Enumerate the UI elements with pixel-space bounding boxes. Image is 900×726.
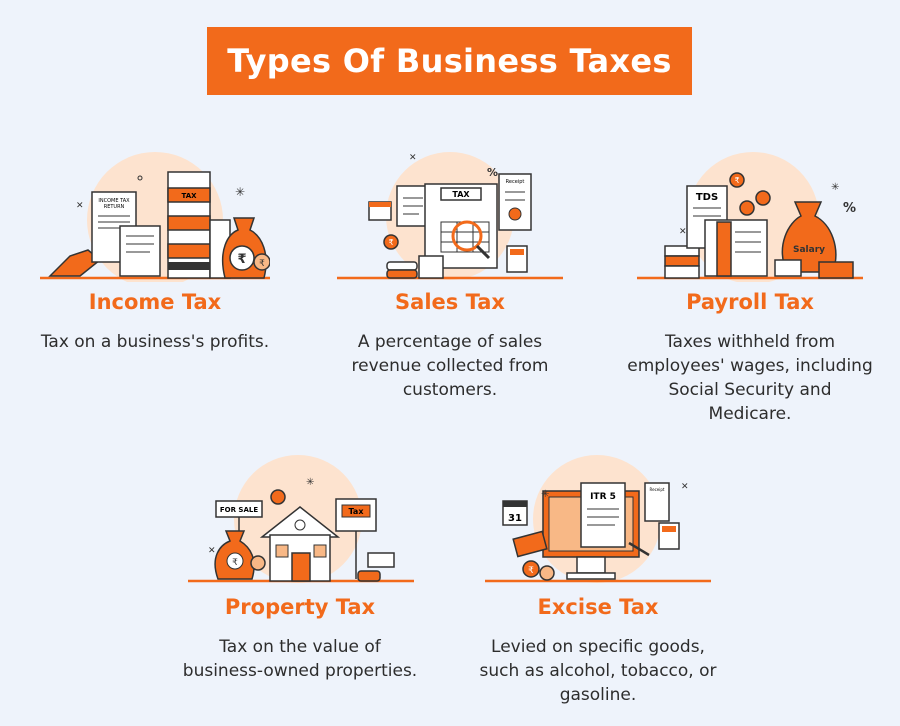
card-title: Income Tax bbox=[88, 290, 222, 314]
excise-tax-illustration: 31 ITR 5 Receipt ₹ ✳ ✕ bbox=[485, 455, 711, 583]
svg-text:%: % bbox=[843, 201, 856, 216]
svg-text:ITR 5: ITR 5 bbox=[590, 492, 616, 502]
svg-text:%: % bbox=[487, 166, 498, 179]
svg-text:₹: ₹ bbox=[528, 566, 534, 576]
card-title: Sales Tax bbox=[395, 290, 505, 314]
card-description: A percentage of sales revenue collected … bbox=[351, 332, 549, 400]
card-sales-tax: TAX Receipt % ₹ ✕ Sales Tax A percentage… bbox=[315, 150, 585, 410]
svg-text:✕: ✕ bbox=[681, 482, 689, 492]
svg-text:₹: ₹ bbox=[259, 259, 265, 269]
svg-text:Receipt: Receipt bbox=[650, 487, 665, 492]
svg-text:Tax: Tax bbox=[349, 507, 365, 516]
page-title-banner: Types Of Business Taxes bbox=[207, 27, 692, 95]
svg-text:✕: ✕ bbox=[409, 153, 417, 163]
card-description: Levied on specific goods, such as alcoho… bbox=[479, 637, 717, 705]
svg-text:✕: ✕ bbox=[208, 546, 216, 556]
card-income-tax: INCOME TAX RETURN TAX ₹ ₹ ✳ ✕ Income Tax… bbox=[20, 150, 290, 360]
property-tax-illustration: FOR SALE ₹ Tax ✳ ✕ bbox=[188, 455, 414, 583]
svg-text:✳: ✳ bbox=[306, 477, 314, 488]
card-payroll-tax: TDS ₹ Salary % ✳ ✕ Payroll Tax Taxes wit… bbox=[610, 150, 890, 435]
card-title: Payroll Tax bbox=[686, 290, 814, 314]
svg-text:✳: ✳ bbox=[831, 182, 839, 193]
svg-text:₹: ₹ bbox=[232, 558, 238, 568]
payroll-tax-illustration: TDS ₹ Salary % ✳ ✕ bbox=[637, 152, 863, 282]
card-property-tax: FOR SALE ₹ Tax ✳ ✕ Property Tax Tax on t… bbox=[165, 453, 435, 693]
card-excise-tax: 31 ITR 5 Receipt ₹ ✳ ✕ Excise Tax Levied… bbox=[463, 453, 733, 713]
svg-text:TAX: TAX bbox=[452, 190, 470, 199]
svg-text:✕: ✕ bbox=[76, 201, 84, 211]
card-description: Tax on the value of business-owned prope… bbox=[182, 637, 418, 681]
sales-tax-illustration: TAX Receipt % ₹ ✕ bbox=[337, 152, 563, 280]
svg-text:TAX: TAX bbox=[181, 192, 197, 200]
svg-text:Salary: Salary bbox=[793, 245, 825, 255]
svg-text:₹: ₹ bbox=[734, 176, 739, 185]
svg-text:FOR SALE: FOR SALE bbox=[220, 506, 258, 514]
svg-text:Receipt: Receipt bbox=[506, 179, 525, 185]
card-description: Taxes withheld from employees' wages, in… bbox=[627, 332, 873, 424]
svg-text:₹: ₹ bbox=[388, 238, 393, 247]
svg-text:TDS: TDS bbox=[696, 192, 718, 203]
svg-text:✳: ✳ bbox=[235, 185, 245, 199]
income-tax-illustration: INCOME TAX RETURN TAX ₹ ₹ ✳ ✕ bbox=[40, 152, 270, 282]
svg-text:✕: ✕ bbox=[679, 227, 687, 237]
card-description: Tax on a business's profits. bbox=[40, 332, 270, 352]
card-title: Excise Tax bbox=[537, 595, 659, 619]
page-title: Types Of Business Taxes bbox=[227, 42, 672, 80]
svg-text:RETURN: RETURN bbox=[104, 204, 125, 210]
svg-text:✳: ✳ bbox=[541, 489, 549, 500]
svg-text:INCOME TAX: INCOME TAX bbox=[98, 198, 130, 204]
svg-text:₹: ₹ bbox=[237, 252, 246, 267]
svg-text:31: 31 bbox=[508, 513, 522, 524]
card-title: Property Tax bbox=[224, 595, 376, 619]
